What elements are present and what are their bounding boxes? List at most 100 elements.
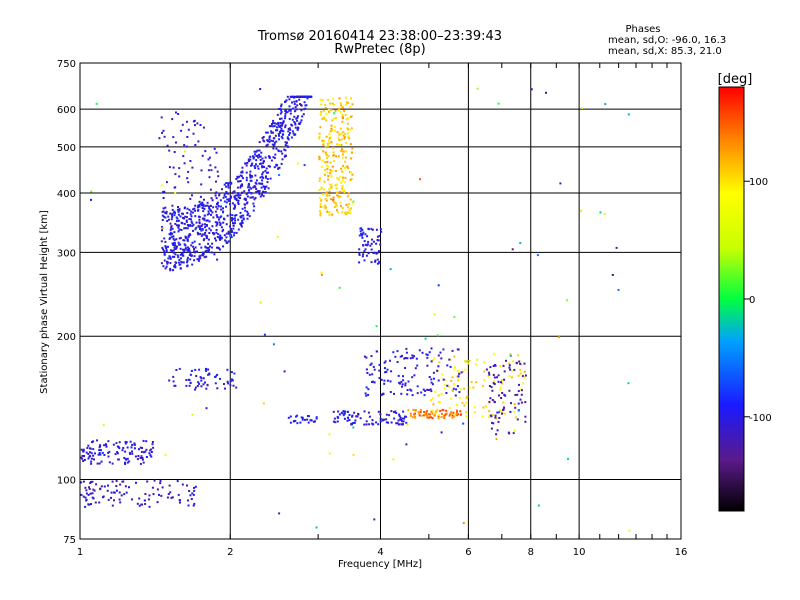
data-point (186, 207, 189, 210)
data-point (100, 449, 102, 452)
data-point (145, 456, 148, 458)
data-point (178, 243, 181, 246)
data-point (328, 211, 331, 214)
data-point (488, 385, 491, 387)
data-point (417, 411, 420, 414)
data-point (197, 232, 199, 235)
data-point (288, 109, 291, 112)
data-point (359, 230, 362, 233)
data-point (211, 199, 214, 202)
data-point (216, 373, 219, 376)
data-point (519, 368, 522, 371)
data-point (427, 389, 430, 391)
data-point (99, 487, 102, 490)
data-point (510, 402, 512, 405)
data-point (508, 389, 511, 392)
data-point (238, 180, 241, 183)
data-point (332, 196, 335, 199)
data-point (264, 170, 267, 172)
data-point (489, 366, 492, 369)
data-point (186, 260, 189, 262)
data-point (223, 194, 226, 197)
data-point (488, 371, 490, 374)
data-point (256, 190, 259, 193)
data-point (174, 191, 177, 194)
data-point (463, 404, 466, 407)
data-point (375, 242, 378, 245)
data-point (366, 372, 369, 374)
data-point (164, 240, 167, 243)
data-point (381, 418, 384, 421)
y-tick-label: 200 (57, 332, 76, 343)
data-point (627, 113, 630, 116)
data-point (268, 157, 271, 159)
data-point (233, 217, 236, 220)
data-point (328, 452, 331, 455)
data-point (328, 133, 331, 135)
data-point (80, 481, 83, 484)
data-point (327, 154, 330, 157)
data-point (161, 214, 164, 217)
data-point (171, 214, 174, 217)
data-point (426, 364, 429, 367)
data-point (189, 197, 192, 200)
data-point (334, 202, 337, 205)
data-point (128, 460, 131, 463)
data-point (276, 129, 279, 132)
data-point (402, 420, 405, 423)
data-point (361, 255, 364, 258)
data-point (291, 118, 294, 121)
data-point (178, 237, 181, 240)
data-point (218, 221, 221, 224)
data-point (503, 370, 506, 373)
data-point (319, 214, 322, 217)
data-point (262, 195, 265, 198)
data-point (191, 222, 194, 225)
data-point (162, 265, 165, 268)
data-point (219, 248, 221, 251)
data-point (346, 127, 349, 129)
data-point (418, 414, 421, 417)
data-point (494, 364, 497, 367)
data-point (289, 109, 292, 112)
data-point (401, 383, 404, 386)
data-point (465, 397, 468, 400)
data-point (225, 201, 228, 204)
data-point (204, 246, 207, 249)
data-point (444, 379, 447, 382)
data-point (367, 393, 370, 396)
data-point (389, 268, 392, 271)
data-point (292, 107, 295, 110)
data-point (190, 215, 193, 218)
data-point (347, 167, 350, 170)
data-point (284, 124, 287, 127)
data-point (156, 488, 159, 491)
data-point (184, 244, 187, 247)
data-point (201, 228, 204, 231)
data-point (297, 162, 299, 165)
data-point (627, 382, 630, 385)
data-point (177, 241, 180, 244)
data-point (260, 182, 263, 185)
data-point (234, 197, 237, 200)
data-point (287, 416, 290, 419)
data-point (173, 151, 176, 153)
data-point (148, 505, 151, 508)
data-point (207, 242, 210, 245)
data-point (272, 147, 275, 150)
data-point (177, 113, 180, 115)
data-point (239, 211, 242, 214)
data-point (272, 140, 275, 143)
legend-line-o: mean, sd,O: -96.0, 16.3 (608, 35, 726, 46)
data-point (319, 203, 322, 206)
data-point (524, 420, 527, 423)
data-point (385, 370, 388, 373)
data-point (344, 132, 347, 135)
data-point (173, 255, 176, 258)
data-point (191, 492, 194, 495)
data-point (322, 143, 325, 146)
data-point (468, 386, 471, 389)
data-point (199, 202, 202, 205)
data-point (144, 450, 147, 453)
data-point (404, 367, 407, 369)
